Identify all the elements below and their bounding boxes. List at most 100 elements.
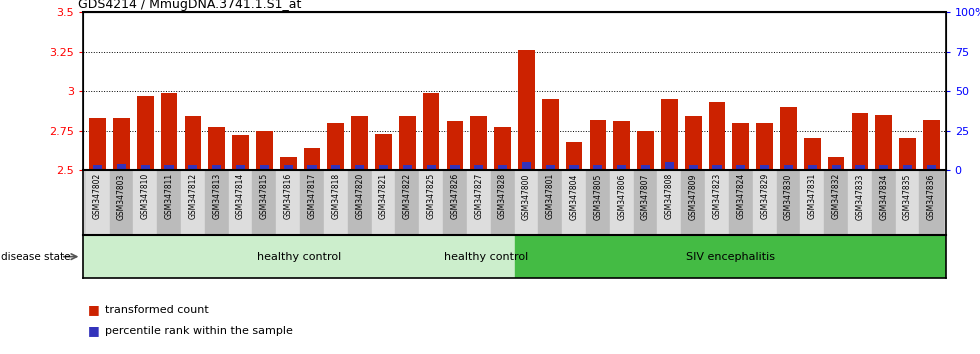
- Bar: [705, 170, 729, 235]
- Bar: [93, 165, 102, 170]
- Bar: [828, 157, 845, 170]
- Bar: [280, 157, 297, 170]
- Text: GSM347827: GSM347827: [474, 173, 483, 219]
- Bar: [253, 170, 276, 235]
- Bar: [637, 131, 654, 170]
- Text: GSM347804: GSM347804: [569, 173, 578, 219]
- Text: ■: ■: [88, 303, 100, 316]
- Bar: [232, 135, 249, 170]
- Bar: [443, 170, 466, 235]
- Bar: [209, 127, 225, 170]
- Bar: [538, 170, 563, 235]
- Bar: [872, 170, 896, 235]
- Text: GSM347828: GSM347828: [498, 173, 507, 219]
- Bar: [260, 165, 269, 170]
- Bar: [664, 162, 674, 170]
- Bar: [205, 170, 228, 235]
- Bar: [732, 123, 749, 170]
- Text: GSM347832: GSM347832: [832, 173, 841, 219]
- Bar: [491, 170, 514, 235]
- Bar: [355, 165, 365, 170]
- Bar: [137, 96, 154, 170]
- Bar: [181, 170, 205, 235]
- Bar: [89, 118, 106, 170]
- Bar: [133, 170, 157, 235]
- Bar: [681, 170, 705, 235]
- Text: GSM347829: GSM347829: [760, 173, 769, 219]
- Bar: [327, 123, 344, 170]
- Text: transformed count: transformed count: [105, 305, 209, 315]
- Text: GSM347814: GSM347814: [236, 173, 245, 219]
- Bar: [923, 120, 940, 170]
- Bar: [498, 165, 508, 170]
- Bar: [331, 165, 340, 170]
- Text: GSM347811: GSM347811: [165, 173, 173, 219]
- Text: GSM347815: GSM347815: [260, 173, 269, 219]
- Text: GSM347800: GSM347800: [522, 173, 531, 219]
- Text: GSM347835: GSM347835: [904, 173, 912, 219]
- Bar: [514, 235, 946, 278]
- Bar: [784, 165, 793, 170]
- Text: GSM347824: GSM347824: [736, 173, 746, 219]
- Text: GSM347813: GSM347813: [213, 173, 221, 219]
- Bar: [283, 165, 293, 170]
- Text: GSM347820: GSM347820: [355, 173, 365, 219]
- Text: GSM347807: GSM347807: [641, 173, 650, 219]
- Bar: [419, 170, 443, 235]
- Bar: [590, 120, 607, 170]
- Bar: [610, 170, 634, 235]
- Bar: [712, 165, 721, 170]
- Bar: [375, 134, 392, 170]
- Text: GSM347821: GSM347821: [379, 173, 388, 219]
- Text: GSM347822: GSM347822: [403, 173, 412, 219]
- Bar: [896, 170, 919, 235]
- Text: GSM347809: GSM347809: [689, 173, 698, 219]
- Text: GSM347834: GSM347834: [879, 173, 888, 219]
- Text: disease state: disease state: [1, 252, 71, 262]
- Text: GSM347808: GSM347808: [664, 173, 674, 219]
- Bar: [736, 165, 746, 170]
- Text: GSM347812: GSM347812: [188, 173, 197, 219]
- Text: GSM347825: GSM347825: [426, 173, 436, 219]
- Text: GSM347805: GSM347805: [593, 173, 603, 219]
- Bar: [804, 138, 820, 170]
- Text: GSM347833: GSM347833: [856, 173, 864, 219]
- Bar: [875, 115, 892, 170]
- Bar: [689, 165, 698, 170]
- Bar: [451, 165, 460, 170]
- Bar: [685, 116, 702, 170]
- Text: GDS4214 / MmugDNA.3741.1.S1_at: GDS4214 / MmugDNA.3741.1.S1_at: [78, 0, 302, 11]
- Bar: [395, 170, 419, 235]
- Bar: [634, 170, 658, 235]
- Bar: [565, 142, 582, 170]
- Text: GSM347826: GSM347826: [451, 173, 460, 219]
- Bar: [351, 116, 368, 170]
- Text: GSM347801: GSM347801: [546, 173, 555, 219]
- Bar: [403, 165, 412, 170]
- Bar: [900, 138, 916, 170]
- Bar: [113, 118, 129, 170]
- Bar: [808, 165, 817, 170]
- Bar: [399, 116, 416, 170]
- Bar: [613, 121, 630, 170]
- Bar: [256, 131, 272, 170]
- Bar: [617, 165, 626, 170]
- Bar: [165, 165, 173, 170]
- Bar: [801, 170, 824, 235]
- Text: healthy control: healthy control: [444, 252, 528, 262]
- Bar: [212, 165, 221, 170]
- Bar: [422, 93, 439, 170]
- Bar: [348, 170, 371, 235]
- Bar: [518, 50, 535, 170]
- Bar: [188, 165, 198, 170]
- Bar: [371, 170, 395, 235]
- Text: healthy control: healthy control: [257, 252, 341, 262]
- Bar: [641, 165, 650, 170]
- Bar: [542, 99, 559, 170]
- Bar: [757, 123, 773, 170]
- Bar: [776, 170, 801, 235]
- Text: GSM347830: GSM347830: [784, 173, 793, 219]
- Bar: [466, 170, 491, 235]
- Text: GSM347803: GSM347803: [117, 173, 125, 219]
- Text: GSM347810: GSM347810: [141, 173, 150, 219]
